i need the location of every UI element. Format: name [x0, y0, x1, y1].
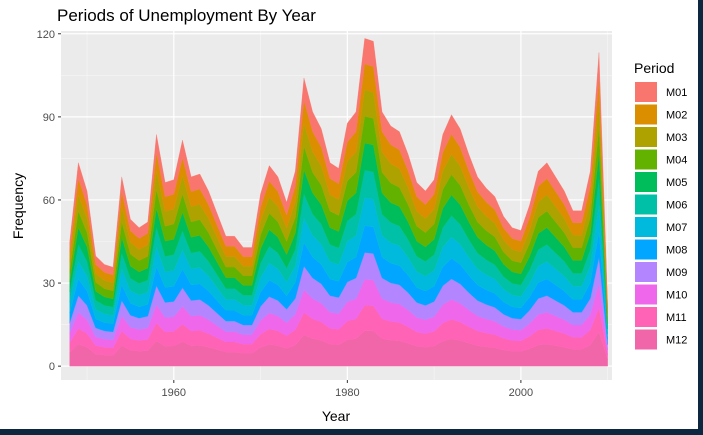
- y-tick-label: 120: [37, 29, 55, 41]
- y-tick-label: 90: [43, 112, 55, 124]
- legend-label-m02: M02: [666, 110, 687, 122]
- legend-key-m01: [635, 82, 657, 102]
- y-tick-label: 30: [43, 278, 55, 290]
- legend-key-m02: [635, 104, 657, 125]
- legend-key-m11: [635, 307, 657, 327]
- legend-key-m04: [635, 149, 657, 170]
- area-m01: [69, 38, 608, 309]
- y-axis-ticks: 0 30 60 90 120: [37, 29, 61, 373]
- legend-label-m05: M05: [666, 177, 687, 189]
- legend-label-m01: M01: [666, 87, 687, 99]
- legend-label-m10: M10: [666, 290, 687, 302]
- legend-key-m07: [635, 217, 657, 237]
- legend-title: Period: [634, 60, 674, 76]
- x-tick-label: 2000: [509, 387, 533, 399]
- legend: M01 M02 M03 M04 M05 M06 M07 M08 M09 M10 M11 M12: [635, 82, 687, 350]
- legend-label-m07: M07: [666, 222, 687, 234]
- chart-title: Periods of Unemployment By Year: [57, 6, 316, 25]
- legend-label-m08: M08: [666, 245, 687, 257]
- legend-label-m06: M06: [666, 200, 687, 212]
- chart-frame: Periods of Unemployment By Year 0 30 60 90 1…: [0, 0, 698, 429]
- stacked-areas: [69, 38, 608, 367]
- legend-key-m06: [635, 194, 657, 215]
- x-tick-label: 1960: [162, 387, 186, 399]
- y-tick-label: 60: [43, 195, 55, 207]
- legend-key-m09: [635, 262, 657, 282]
- legend-key-m12: [635, 329, 657, 350]
- legend-label-m09: M09: [666, 267, 687, 279]
- x-tick-label: 1980: [335, 387, 359, 399]
- legend-label-m04: M04: [666, 155, 687, 167]
- legend-key-m08: [635, 239, 657, 260]
- legend-key-m10: [635, 284, 657, 305]
- y-axis-label: Frequency: [10, 173, 26, 239]
- x-axis-ticks: 1960 1980 2000: [162, 380, 533, 399]
- chart-svg: Periods of Unemployment By Year 0 30 60 90 1…: [10, 6, 687, 424]
- legend-key-m03: [635, 127, 657, 147]
- y-tick-label: 0: [49, 361, 55, 373]
- legend-label-m03: M03: [666, 132, 687, 144]
- legend-key-m05: [635, 172, 657, 192]
- x-axis-label: Year: [322, 408, 351, 424]
- legend-label-m12: M12: [666, 335, 687, 347]
- legend-label-m11: M11: [666, 312, 687, 324]
